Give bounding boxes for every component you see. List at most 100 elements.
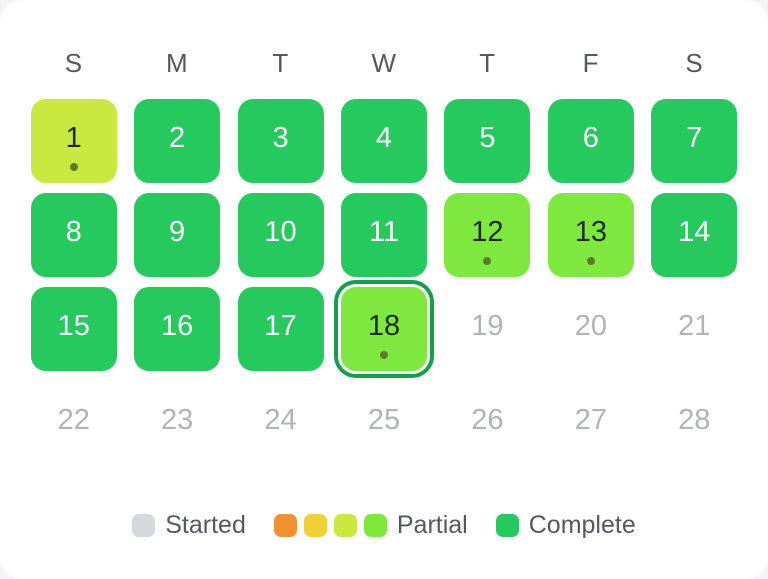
day-tile-complete[interactable]: 15 (30, 287, 117, 371)
day-number: 16 (160, 309, 194, 342)
day-cell[interactable]: 14 (643, 188, 746, 282)
day-cell[interactable]: 12 (436, 188, 539, 282)
legend: Started Partial Complete (0, 512, 768, 579)
legend-group: Partial (273, 511, 468, 539)
day-tile-complete[interactable]: 6 (547, 99, 634, 183)
day-cell[interactable]: 6 (539, 94, 642, 188)
day-cell[interactable]: 24 (229, 376, 332, 470)
day-number: 21 (678, 309, 711, 342)
day-tile-complete[interactable]: 8 (30, 193, 117, 277)
day-number: 19 (471, 309, 504, 342)
day-number: 22 (57, 403, 90, 436)
weekday-label: T (272, 48, 289, 78)
day-tile-partial[interactable]: 13 (547, 193, 634, 277)
day-tile-plain[interactable]: 24 (238, 381, 324, 465)
day-tile-plain[interactable]: 27 (548, 381, 634, 465)
legend-group: Complete (495, 512, 636, 539)
weekday-label: F (582, 48, 600, 78)
legend-swatch-set (495, 514, 519, 537)
day-cell[interactable]: 15 (22, 282, 125, 376)
day-cell[interactable]: 18 (332, 280, 435, 378)
day-tile-complete[interactable]: 10 (237, 193, 324, 277)
day-tile-plain[interactable]: 26 (444, 381, 530, 465)
day-tile-complete[interactable]: 3 (237, 99, 324, 183)
day-tile-plain[interactable]: 28 (651, 381, 737, 465)
day-cell[interactable]: 20 (539, 282, 642, 376)
date-grid: 1 2 3 4 5 6 7 8 9 10 11 12 13 14 15 16 17 18 19 20 21 22 23 24 2… (22, 80, 746, 470)
day-number: 14 (678, 215, 711, 248)
day-number: 28 (678, 403, 711, 436)
day-cell[interactable]: 22 (22, 376, 125, 470)
day-tile-plain[interactable]: 19 (444, 287, 530, 371)
legend-swatch (273, 514, 297, 537)
day-cell[interactable]: 23 (125, 376, 228, 470)
day-number: 2 (169, 121, 186, 154)
selected-day-ring (333, 280, 434, 378)
day-progress-dot-icon (69, 163, 78, 171)
day-cell[interactable]: 11 (332, 188, 435, 282)
day-tile-plain[interactable]: 23 (134, 381, 220, 465)
legend-swatch-set (273, 514, 387, 537)
day-cell[interactable]: 5 (436, 94, 539, 188)
day-tile-complete[interactable]: 2 (134, 99, 221, 183)
day-number: 3 (272, 121, 289, 154)
day-cell[interactable]: 7 (643, 94, 746, 188)
day-cell[interactable]: 9 (125, 188, 228, 282)
day-tile-complete[interactable]: 7 (651, 99, 738, 183)
day-tile-partial[interactable]: 12 (444, 193, 531, 277)
day-tile-complete[interactable]: 16 (134, 287, 221, 371)
day-cell[interactable]: 8 (22, 188, 125, 282)
day-cell[interactable]: 21 (643, 282, 746, 376)
day-number: 26 (471, 403, 504, 436)
day-tile-complete[interactable]: 14 (651, 193, 738, 277)
legend-group: Started (132, 512, 246, 539)
day-tile-complete[interactable]: 5 (444, 99, 531, 183)
day-tile-complete[interactable]: 17 (237, 287, 324, 371)
day-number: 20 (574, 309, 607, 342)
weekday-label: S (685, 48, 704, 78)
day-cell[interactable]: 25 (332, 376, 435, 470)
day-tile-partial[interactable]: 1 (30, 99, 117, 183)
day-cell[interactable]: 16 (125, 282, 228, 376)
day-number: 18 (367, 309, 401, 342)
day-progress-dot-icon (379, 351, 388, 359)
day-cell[interactable]: 1 (22, 94, 125, 188)
day-cell[interactable]: 28 (643, 376, 746, 470)
day-number: 15 (57, 309, 90, 342)
legend-label: Partial (396, 511, 468, 539)
day-number: 23 (160, 403, 194, 436)
day-number: 12 (471, 215, 504, 248)
day-tile-plain[interactable]: 25 (341, 381, 427, 465)
day-cell[interactable]: 2 (125, 94, 228, 188)
day-tile-partial[interactable]: 18 (340, 287, 427, 371)
day-progress-dot-icon (483, 257, 492, 265)
day-tile-complete[interactable]: 4 (340, 99, 427, 183)
day-tile-complete[interactable]: 9 (134, 193, 221, 277)
day-number: 13 (574, 215, 607, 248)
day-cell[interactable]: 27 (539, 376, 642, 470)
legend-swatch (132, 514, 156, 537)
day-tile-plain[interactable]: 21 (651, 287, 737, 371)
day-cell[interactable]: 4 (332, 94, 435, 188)
day-number: 1 (65, 121, 82, 154)
day-cell[interactable]: 3 (229, 94, 332, 188)
day-cell[interactable]: 17 (229, 282, 332, 376)
day-tile-plain[interactable]: 22 (31, 381, 117, 465)
day-cell[interactable]: 19 (436, 282, 539, 376)
day-number: 24 (264, 403, 297, 436)
day-number: 9 (169, 215, 186, 248)
legend-swatch (363, 514, 387, 537)
weekday-label: W (371, 48, 397, 78)
day-tile-complete[interactable]: 11 (340, 193, 427, 277)
legend-swatch (333, 514, 357, 537)
day-number: 6 (582, 121, 599, 154)
day-cell[interactable]: 13 (539, 188, 642, 282)
day-number: 10 (264, 215, 297, 248)
day-number: 25 (367, 403, 401, 436)
day-cell[interactable]: 10 (229, 188, 332, 282)
day-cell[interactable]: 26 (436, 376, 539, 470)
day-tile-plain[interactable]: 20 (548, 287, 634, 371)
legend-swatch (495, 514, 519, 537)
